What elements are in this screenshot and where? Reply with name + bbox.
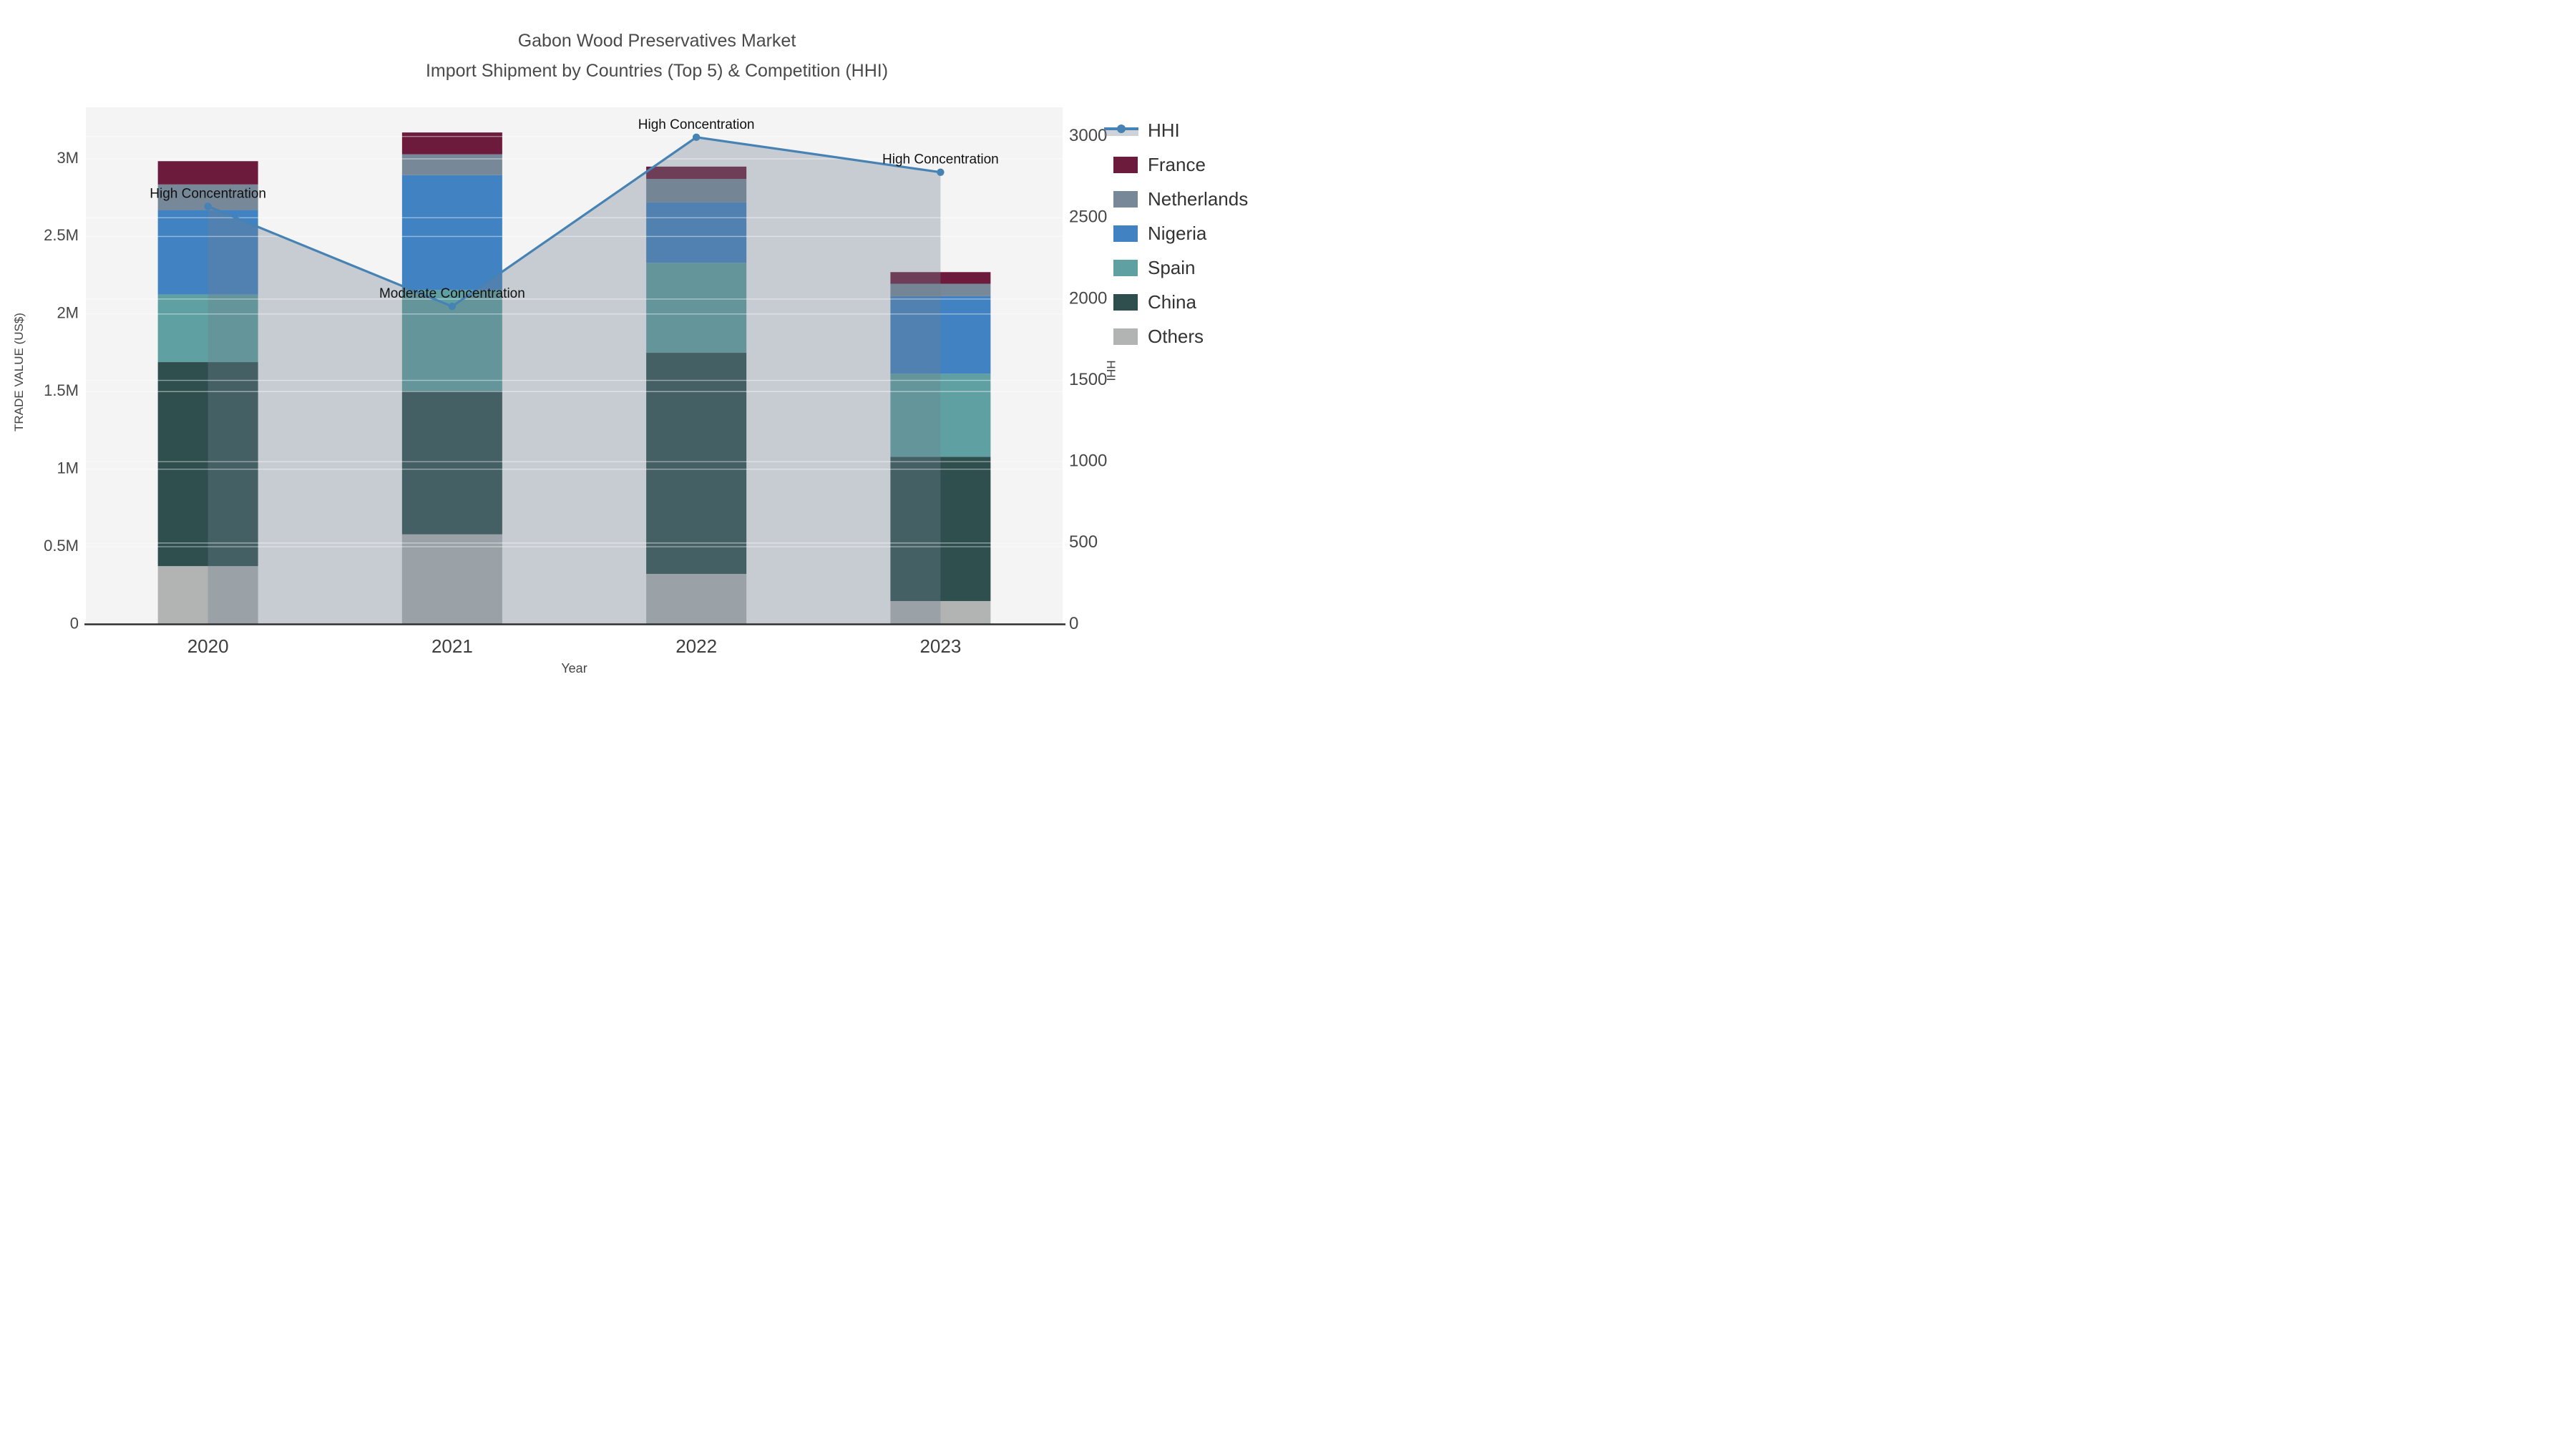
right-tick-3000: 3000 — [1069, 126, 1107, 145]
bar-segment-nigeria-2020[interactable] — [157, 210, 258, 295]
bar-segment-others-2020[interactable] — [157, 566, 258, 625]
hhi-line[interactable] — [208, 136, 941, 308]
legend-label-hhi: HHI — [1148, 119, 1180, 141]
china-swatch — [1113, 293, 1138, 311]
bar-segment-china-2022[interactable] — [646, 353, 747, 575]
hhi-area-fill — [208, 137, 941, 625]
legend-item-hhi[interactable]: HHI — [1102, 113, 1284, 147]
hhi-marker-2023[interactable] — [937, 168, 945, 176]
legend-label-netherlands: Netherlands — [1148, 187, 1249, 210]
x-tick-2022: 2022 — [675, 635, 717, 657]
others-swatch — [1113, 328, 1138, 345]
bar-segment-spain-2022[interactable] — [646, 263, 747, 353]
x-axis-title: Year — [561, 661, 587, 675]
legend-item-nigeria[interactable]: Nigeria — [1102, 216, 1284, 250]
x-tick-2023: 2023 — [919, 635, 961, 657]
annotation-2021: Moderate Concentration — [379, 286, 525, 301]
right-tick-500: 500 — [1069, 532, 1098, 552]
figure: High Concentration Moderate Concentration… — [0, 0, 1288, 724]
bar-segment-china-2023[interactable] — [890, 457, 991, 601]
bar-segment-spain-2023[interactable] — [890, 374, 991, 457]
legend: HHI France Netherlands Nigeria Spain China Oth… — [1102, 113, 1284, 353]
bar-segment-others-2022[interactable] — [646, 574, 747, 625]
hhi-legend-symbol — [1104, 125, 1138, 136]
netherlands-swatch — [1113, 190, 1138, 208]
bar-segment-nigeria-2021[interactable] — [401, 175, 502, 291]
bar-segment-france-2020[interactable] — [157, 161, 258, 185]
legend-item-spain[interactable]: Spain — [1102, 250, 1284, 285]
x-tick-2021: 2021 — [431, 635, 473, 657]
bar-segment-china-2021[interactable] — [401, 391, 502, 535]
legend-label-nigeria: Nigeria — [1148, 222, 1207, 244]
legend-item-netherlands[interactable]: Netherlands — [1102, 182, 1284, 216]
left-tick-3M: 3M — [57, 149, 79, 167]
annotation-2023: High Concentration — [882, 152, 999, 167]
legend-label-spain: Spain — [1148, 256, 1196, 278]
annotation-2020: High Concentration — [150, 186, 266, 201]
left-tick-1M: 1M — [57, 459, 79, 477]
right-tick-2500: 2500 — [1069, 208, 1107, 227]
hhi-marker-2021[interactable] — [448, 302, 457, 311]
bar-segment-spain-2020[interactable] — [157, 294, 258, 363]
bar-segment-france-2023[interactable] — [890, 272, 991, 284]
legend-item-others[interactable]: Others — [1102, 319, 1284, 353]
legend-label-france: France — [1148, 153, 1206, 175]
x-tick-2020: 2020 — [187, 635, 229, 657]
legend-label-china: China — [1148, 291, 1196, 313]
left-tick-1.5M: 1.5M — [44, 381, 79, 399]
left-tick-2.5M: 2.5M — [44, 226, 79, 244]
bar-segment-nigeria-2022[interactable] — [646, 202, 747, 263]
chart-canvas: High Concentration Moderate Concentration… — [44, 107, 1107, 657]
bar-segment-others-2021[interactable] — [401, 534, 502, 625]
legend-item-france[interactable]: France — [1102, 147, 1284, 182]
bar-segment-others-2023[interactable] — [890, 600, 991, 625]
right-tick-0: 0 — [1069, 614, 1078, 633]
left-tick-2M: 2M — [57, 304, 79, 322]
annotation-2022: High Concentration — [638, 117, 755, 132]
spain-swatch — [1113, 259, 1138, 276]
bar-segment-france-2022[interactable] — [646, 166, 747, 180]
bar-segment-netherlands-2021[interactable] — [401, 154, 502, 175]
bar-segment-france-2021[interactable] — [401, 132, 502, 155]
france-swatch — [1113, 156, 1138, 173]
legend-item-china[interactable]: China — [1102, 285, 1284, 319]
hhi-marker-2020[interactable] — [204, 203, 212, 210]
legend-label-others: Others — [1148, 325, 1204, 347]
right-tick-1000: 1000 — [1069, 452, 1107, 471]
hhi-marker-2022[interactable] — [692, 133, 701, 142]
right-tick-1500: 1500 — [1069, 370, 1107, 389]
bar-segment-nigeria-2023[interactable] — [890, 296, 991, 374]
nigeria-swatch — [1113, 225, 1138, 242]
bar-segment-netherlands-2023[interactable] — [890, 283, 991, 296]
bar-segment-netherlands-2022[interactable] — [646, 179, 747, 203]
right-tick-2000: 2000 — [1069, 288, 1107, 308]
left-tick-0.5M: 0.5M — [44, 537, 79, 555]
bar-segment-china-2020[interactable] — [157, 362, 258, 567]
left-axis-title: TRADE VALUE (US$) — [12, 313, 26, 431]
left-tick-0: 0 — [70, 614, 79, 632]
